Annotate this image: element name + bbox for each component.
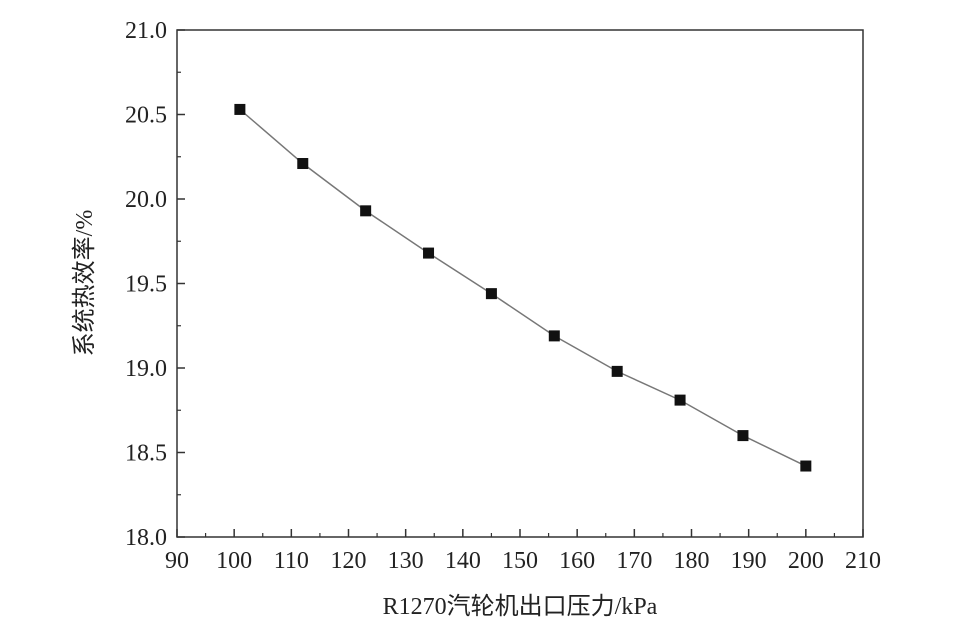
y-tick-label: 18.5 — [125, 441, 167, 467]
series-line — [239, 108, 807, 467]
data-point — [800, 460, 812, 472]
x-axis-title: R1270汽轮机出口压力/kPa — [383, 593, 658, 620]
x-tick-label: 160 — [559, 548, 595, 574]
y-tick-label: 20.0 — [125, 187, 167, 213]
data-point — [737, 430, 749, 442]
data-point — [485, 288, 497, 300]
x-tick-label: 200 — [788, 548, 824, 574]
data-point — [548, 330, 560, 342]
data-point — [360, 205, 372, 217]
y-tick-label: 18.0 — [125, 525, 167, 551]
data-point — [611, 365, 623, 377]
x-tick-label: 210 — [845, 548, 881, 574]
x-tick-label: 170 — [616, 548, 652, 574]
y-axis: 18.0 18.5 19.0 19.5 20.0 20.5 21.0 — [125, 18, 185, 551]
series-layer — [234, 103, 812, 472]
x-tick-label: 90 — [165, 548, 189, 574]
x-tick-label: 150 — [502, 548, 538, 574]
x-tick-label: 190 — [731, 548, 767, 574]
x-tick-label: 110 — [274, 548, 309, 574]
x-tick-label: 180 — [674, 548, 710, 574]
data-point — [234, 103, 246, 115]
y-tick-label: 19.0 — [125, 356, 167, 382]
x-axis: 90 100 110 120 130 140 150 160 170 180 190 200 210 — [165, 529, 881, 574]
x-tick-label: 130 — [388, 548, 424, 574]
x-tick-label: 140 — [445, 548, 481, 574]
y-tick-label: 19.5 — [125, 272, 167, 298]
y-axis-title: 系统热效率/% — [71, 210, 98, 357]
x-tick-label: 100 — [216, 548, 252, 574]
x-tick-label: 120 — [331, 548, 367, 574]
data-point — [297, 158, 309, 170]
y-tick-label: 20.5 — [125, 103, 167, 129]
y-tick-label: 21.0 — [125, 18, 167, 44]
data-point — [423, 247, 435, 259]
plot-area-frame — [176, 29, 864, 538]
data-point — [674, 394, 686, 406]
